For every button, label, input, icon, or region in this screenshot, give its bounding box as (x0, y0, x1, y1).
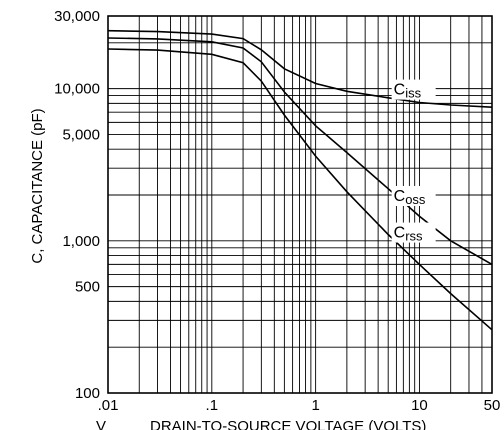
y-tick-label: 1,000 (62, 233, 100, 250)
series-line-coss (107, 37, 493, 266)
series-label-ciss: Ciss (394, 82, 422, 101)
y-tick-label: 10,000 (54, 81, 100, 98)
x-tick-label: .1 (206, 397, 219, 414)
x-tick-label: .01 (98, 397, 119, 414)
series-label-bg (391, 222, 436, 243)
y-axis-title: C, CAPACITANCE (pF) (29, 108, 46, 263)
y-tick-label: 30,000 (54, 8, 100, 25)
x-tick-label: 10 (411, 397, 428, 414)
y-tick-label: 5,000 (62, 126, 100, 143)
x-axis-title: DRAIN-TO-SOURCE VOLTAGE (VOLTS) (150, 418, 426, 430)
series-label-crss: Crss (394, 225, 423, 244)
series-label-coss: Coss (394, 188, 426, 207)
series-line-ciss (107, 29, 493, 108)
plot-frame (107, 15, 493, 394)
x-axis-symbol: V (96, 418, 106, 430)
x-tick-label: 1 (311, 397, 319, 414)
series-label-bg (391, 79, 436, 100)
series-label-bg (391, 185, 436, 206)
series-line-crss (107, 48, 493, 331)
y-tick-label: 500 (75, 279, 100, 296)
y-tick-label: 100 (75, 385, 100, 402)
x-tick-label: 50 (484, 397, 501, 414)
